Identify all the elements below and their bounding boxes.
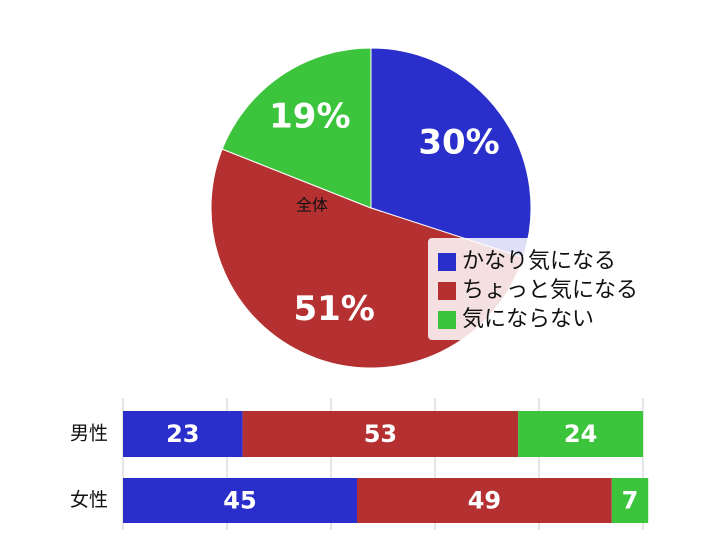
pie-slice: [370, 47, 532, 259]
slice-label: 30%: [418, 123, 499, 163]
bar-segment: [242, 411, 519, 457]
slice-label: 19%: [269, 97, 350, 137]
bar-segment: [123, 478, 357, 523]
y-tick-label: 女性: [70, 489, 108, 511]
slice-label: 51%: [293, 289, 374, 329]
bar-label: 24: [564, 420, 597, 448]
bar-label: 45: [223, 487, 256, 515]
bar-label: 23: [166, 420, 199, 448]
legend-swatch: [438, 253, 456, 271]
legend-label: ちょっと気になる: [462, 278, 638, 303]
legend-box: [428, 238, 670, 340]
bar-segment: [123, 411, 243, 457]
pie-label: 全体: [296, 196, 328, 215]
bar-segment: [357, 478, 612, 523]
bar-label: 53: [364, 420, 397, 448]
bar-label: 49: [468, 487, 501, 515]
pie-slice: [221, 47, 372, 209]
legend-label: かなり気になる: [462, 249, 616, 274]
legend-swatch: [438, 282, 456, 300]
bar-label: 7: [622, 487, 639, 515]
bar-segment: [518, 411, 643, 457]
bar-segment: [611, 478, 649, 523]
legend-swatch: [438, 311, 456, 329]
y-tick-label: 男性: [70, 423, 108, 445]
legend-label: 気にならない: [462, 307, 594, 332]
